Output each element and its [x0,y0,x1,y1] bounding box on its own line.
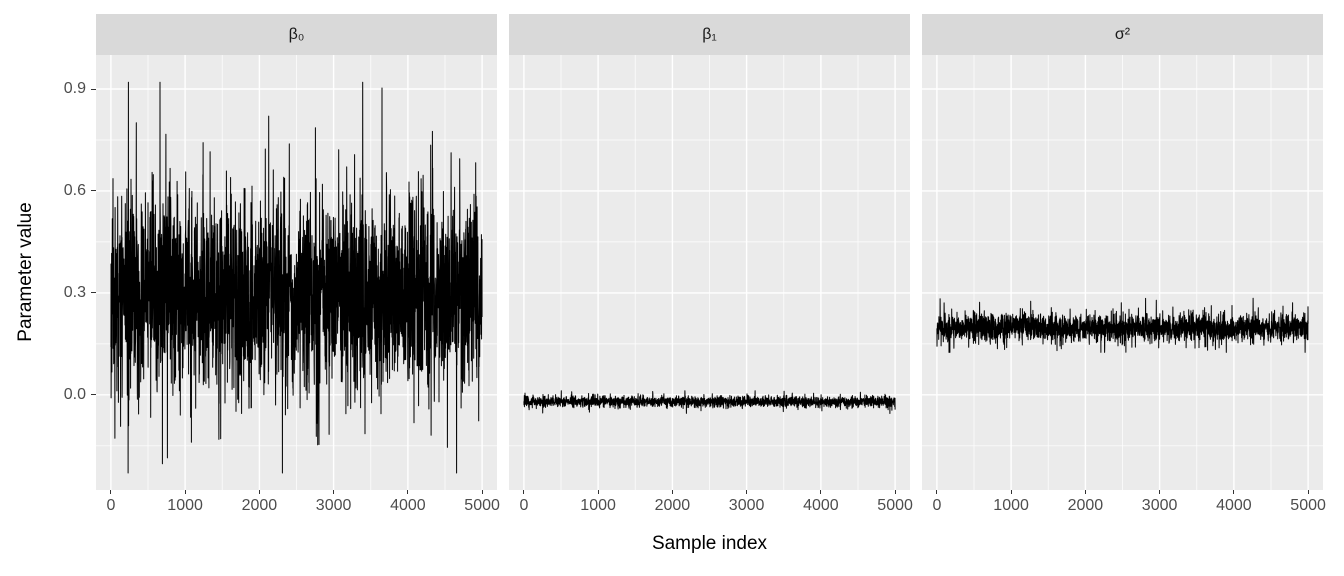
y-axis-title: Parameter value [15,202,36,342]
x-tick-label: 5000 [464,497,500,514]
y-tick-mark [91,190,96,192]
x-tick-mark [481,490,483,494]
x-tick-label: 3000 [728,497,765,514]
trace-line [523,390,896,414]
x-tick-mark [1307,490,1309,494]
x-tick-mark [671,490,673,494]
x-tick-label: 0 [519,497,529,514]
facet-strip-label: β₀ [288,25,305,43]
y-tick-label: 0.9 [63,80,86,97]
x-tick-mark [407,490,409,494]
y-tick-label: 0.3 [63,283,86,301]
y-tick-mark [91,292,96,294]
x-tick-mark [1159,490,1161,494]
x-tick-mark [258,490,260,494]
x-tick-mark [184,490,186,494]
x-tick-mark [820,490,822,494]
x-tick-label: 4000 [390,497,426,514]
x-tick-label: 2000 [241,497,278,514]
facet-panel [96,55,497,490]
facet-panel [922,55,1323,490]
x-tick-mark [894,490,896,494]
x-tick-label: 2000 [654,497,691,514]
x-tick-mark [746,490,748,494]
x-tick-mark [1233,490,1235,494]
x-tick-mark [597,490,599,494]
x-tick-mark [1084,490,1086,494]
x-tick-label: 1000 [580,497,616,514]
x-tick-label: 3000 [315,497,352,514]
x-tick-label: 0 [106,497,116,514]
y-tick-label: 0.0 [63,385,86,403]
x-tick-mark [333,490,335,494]
x-tick-label: 3000 [1141,497,1178,514]
facet-strip: β₁ [509,14,910,55]
y-tick-mark [91,88,96,90]
x-tick-mark [1010,490,1012,494]
x-tick-label: 2000 [1067,497,1104,514]
x-tick-label: 1000 [167,497,203,514]
facet-strip-label: σ² [1114,25,1131,43]
trace-line [110,81,483,474]
facet-strip: σ² [922,14,1323,55]
x-axis-title: Sample index [651,533,768,554]
x-tick-label: 1000 [993,497,1029,514]
x-tick-label: 4000 [803,497,839,514]
y-tick-label: 0.6 [63,181,86,199]
x-tick-mark [523,490,525,494]
trace-line [936,297,1309,353]
x-tick-label: 0 [932,497,942,514]
x-tick-mark [110,490,112,494]
facet-strip: β₀ [96,14,497,55]
x-tick-label: 4000 [1216,497,1252,514]
facet-strip-label: β₁ [702,25,717,43]
facet-panel [509,55,910,490]
x-tick-mark [936,490,938,494]
x-tick-label: 5000 [1290,497,1326,514]
x-tick-label: 5000 [877,497,913,514]
y-tick-mark [91,394,96,396]
